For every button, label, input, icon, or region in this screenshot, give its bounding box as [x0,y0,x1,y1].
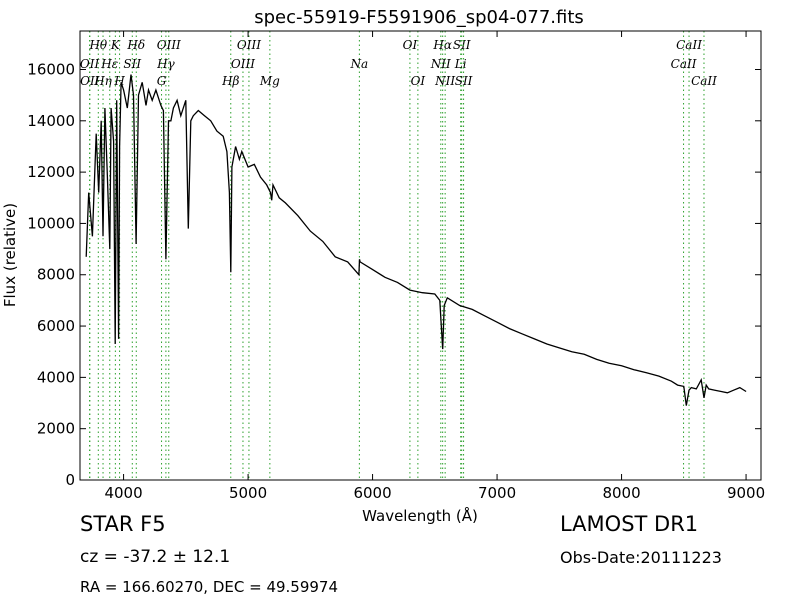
y-tick-label: 16000 [27,60,75,78]
marker-label: CaII [671,57,697,71]
marker-label: Na [350,57,369,71]
x-tick-label: 8000 [602,484,640,502]
marker-label: OII [80,74,100,88]
marker-label: NII [430,57,451,71]
marker-label: Li [454,57,467,71]
x-axis-label: Wavelength (Å) [362,506,478,525]
marker-label: K [110,38,121,52]
y-tick-label: 8000 [37,266,75,284]
y-axis-label: Flux (relative) [1,203,19,307]
marker-label: Hθ [88,38,107,52]
x-tick-label: 7000 [478,484,516,502]
marker-label: Hε [100,57,118,71]
object-class: STAR F5 [80,512,166,536]
y-tick-label: 0 [65,471,75,489]
marker-label: OIII [231,57,255,71]
marker-label: NII [434,74,455,88]
y-tick-label: 6000 [37,317,75,335]
marker-label: SII [123,57,141,71]
redshift-cz: cz = -37.2 ± 12.1 [80,547,231,567]
marker-label: G [157,74,167,88]
x-tick-label: 6000 [353,484,391,502]
marker-label: CaII [676,38,702,52]
marker-label: Hα [432,38,452,52]
marker-label: OI [403,38,418,52]
y-tick-label: 2000 [37,420,75,438]
marker-label: Hβ [221,74,239,88]
marker-label: OI [411,74,426,88]
marker-label: CaII [691,74,717,88]
marker-label: H [113,74,125,88]
survey-name: LAMOST DR1 [560,512,699,536]
y-tick-label: 12000 [27,163,75,181]
x-tick-label: 9000 [727,484,765,502]
y-tick-label: 14000 [27,112,75,130]
marker-label: SII [455,74,473,88]
marker-label: Mg [259,74,280,88]
marker-label: Hγ [156,57,175,71]
chart-title: spec-55919-F5591906_sp04-077.fits [254,7,584,28]
marker-label: Hδ [126,38,145,52]
marker-label: Hη [93,74,112,88]
spectrum-series-line [85,74,747,406]
x-tick-label: 4000 [104,484,142,502]
marker-label: OIII [157,38,181,52]
observation-date: Obs-Date:20111223 [560,548,722,567]
axes: 4000 5000 6000 7000 8000 9000 0 2000 4000 6000 800… [27,31,765,502]
plot-frame [79,30,762,481]
marker-label: SII [453,38,471,52]
y-tick-label: 10000 [27,214,75,232]
y-tick-label: 4000 [37,368,75,386]
x-tick-label: 5000 [229,484,267,502]
ra-dec-coordinates: RA = 166.60270, DEC = 49.59974 [80,578,339,596]
marker-label: OIII [237,38,261,52]
